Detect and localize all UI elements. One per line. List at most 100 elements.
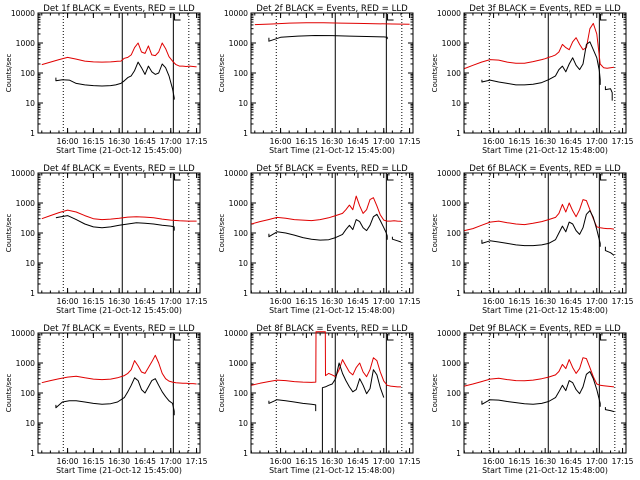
x-tick-label: 16:00: [57, 137, 79, 146]
x-tick-label: 17:15: [186, 137, 208, 146]
series-group: [41, 42, 197, 100]
x-tick-label: 16:15: [82, 297, 104, 306]
y-tick-label: 10000: [224, 9, 248, 18]
marker-lines: [62, 333, 190, 453]
y-tick-label: 10000: [224, 169, 248, 178]
marker-lines: [275, 333, 403, 453]
lld-series-line: [254, 22, 410, 26]
y-tick-label: 1000: [229, 39, 248, 48]
chart-panel-7: Det 7f BLACK = Events, RED = LLD 1 10 100 10…: [5, 324, 208, 475]
x-tick-label: 16:45: [134, 457, 156, 466]
series-group: [464, 22, 615, 101]
x-tick-label: 17:15: [186, 457, 208, 466]
x-tick-label: 16:45: [560, 457, 582, 466]
x-tick-label: 16:00: [270, 137, 292, 146]
events-series-line: [481, 371, 601, 407]
x-tick-label: 17:15: [186, 297, 208, 306]
y-axis-label: Counts/sec: [5, 374, 13, 413]
y-tick-label: 100: [447, 389, 462, 398]
y-tick-label: 10000: [11, 169, 35, 178]
x-axis-label: Start Time (21-Oct-12 15:48:00): [269, 466, 395, 475]
bracket-marker: [600, 14, 607, 21]
events-series-line: [55, 61, 175, 100]
y-tick-label: 10: [25, 259, 35, 268]
x-tick-label: 16:30: [108, 137, 130, 146]
x-axis-label: Start Time (21-Oct-12 15:48:00): [269, 306, 395, 315]
x-tick-label: 16:30: [321, 457, 343, 466]
chart-title: Det 5f BLACK = Events, RED = LLD: [256, 164, 408, 174]
x-tick-label: 16:45: [134, 297, 156, 306]
y-tick-label: 1000: [442, 199, 461, 208]
events-series-line: [604, 86, 613, 101]
y-tick-label: 10000: [11, 329, 35, 338]
bracket-marker: [387, 174, 394, 181]
x-tick-label: 16:30: [108, 457, 130, 466]
bracket-marker: [387, 14, 394, 21]
x-tick-label: 16:15: [82, 137, 104, 146]
x-tick-label: 17:15: [399, 457, 421, 466]
x-axis-label: Start Time (21-Oct-12 15:45:00): [56, 306, 182, 315]
y-tick-label: 1: [30, 289, 35, 298]
events-series-line: [604, 407, 615, 413]
chart-panel-1: Det 1f BLACK = Events, RED = LLD 1 10 100 10…: [5, 4, 208, 155]
marker-lines: [62, 173, 190, 293]
marker-lines: [488, 333, 616, 453]
y-tick-label: 10: [238, 259, 248, 268]
y-tick-label: 10000: [11, 9, 35, 18]
events-series-line: [55, 377, 175, 416]
x-tick-label: 17:00: [586, 297, 608, 306]
y-tick-label: 1000: [442, 39, 461, 48]
x-tick-label: 16:15: [295, 297, 317, 306]
x-tick-label: 17:15: [612, 137, 634, 146]
x-tick-label: 16:30: [108, 297, 130, 306]
y-axis-label: Counts/sec: [218, 214, 226, 253]
chart-title: Det 4f BLACK = Events, RED = LLD: [43, 164, 195, 174]
events-series-line: [604, 246, 615, 256]
chart-panel-4: Det 4f BLACK = Events, RED = LLD 1 10 100 10…: [5, 164, 208, 315]
events-series-line: [268, 213, 388, 241]
y-axis-label: Counts/sec: [218, 54, 226, 93]
x-tick-label: 16:15: [508, 457, 530, 466]
y-tick-label: 10: [451, 419, 461, 428]
y-axis-label: Counts/sec: [431, 54, 439, 93]
y-axis-label: Counts/sec: [431, 214, 439, 253]
x-tick-label: 17:15: [399, 297, 421, 306]
bracket-marker: [387, 334, 394, 341]
events-series-line: [55, 215, 175, 231]
x-tick-label: 16:15: [295, 137, 317, 146]
y-axis-label: Counts/sec: [5, 54, 13, 93]
series-group: [254, 22, 410, 42]
y-tick-label: 1: [456, 289, 461, 298]
x-axis-label: Start Time (21-Oct-12 15:45:00): [269, 146, 395, 155]
x-tick-label: 17:15: [612, 457, 634, 466]
y-axis-label: Counts/sec: [5, 214, 13, 253]
bracket-marker: [174, 174, 181, 181]
y-tick-label: 100: [21, 389, 36, 398]
y-tick-label: 10000: [437, 169, 461, 178]
y-tick-label: 1: [30, 129, 35, 138]
y-tick-label: 10: [238, 419, 248, 428]
y-tick-label: 10: [238, 99, 248, 108]
series-group: [464, 357, 615, 413]
lld-series-line: [464, 22, 615, 70]
y-tick-label: 1: [30, 449, 35, 458]
x-tick-label: 16:45: [134, 137, 156, 146]
x-tick-label: 17:00: [586, 457, 608, 466]
x-tick-label: 16:45: [560, 297, 582, 306]
series-group: [464, 199, 615, 256]
chart-panel-6: Det 6f BLACK = Events, RED = LLD 1 10 100 10…: [431, 164, 634, 315]
chart-title: Det 6f BLACK = Events, RED = LLD: [469, 164, 621, 174]
x-tick-label: 17:00: [160, 297, 182, 306]
series-group: [251, 331, 401, 453]
chart-title: Det 8f BLACK = Events, RED = LLD: [256, 324, 408, 334]
chart-title: Det 9f BLACK = Events, RED = LLD: [469, 324, 621, 334]
y-tick-label: 1000: [16, 359, 35, 368]
y-tick-label: 1000: [16, 199, 35, 208]
chart-panel-8: Det 8f BLACK = Events, RED = LLD 1 10 100 10…: [218, 324, 421, 475]
x-tick-label: 16:00: [270, 297, 292, 306]
y-tick-label: 10: [451, 99, 461, 108]
x-axis-label: Start Time (21-Oct-12 15:48:00): [482, 306, 608, 315]
x-tick-label: 17:15: [399, 137, 421, 146]
x-tick-label: 16:00: [483, 297, 505, 306]
lld-series-line: [41, 354, 197, 385]
